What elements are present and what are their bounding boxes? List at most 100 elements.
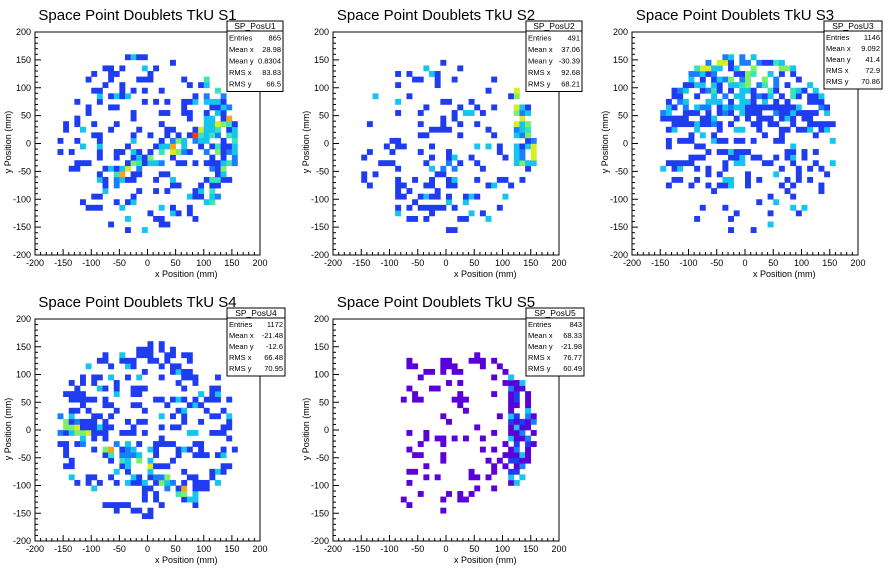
heatmap-bin [716,59,723,66]
heatmap-bin [96,204,103,211]
heatmap-bin [141,430,148,436]
heatmap-bin [136,76,143,83]
heatmap-bin [525,418,532,425]
heatmap-bin [440,435,447,442]
heatmap-bin [108,93,115,100]
heatmap-bin [141,496,148,503]
heatmap-bin [158,374,165,381]
heatmap-bin [722,165,729,172]
heatmap-bin [451,435,458,442]
x-tick-label: -100 [380,258,398,268]
heatmap-bin [412,199,419,206]
heatmap-bin [434,76,441,83]
heatmap-bin [192,160,199,167]
heatmap-bin [192,93,199,100]
heatmap-bin [513,391,520,397]
heatmap-bin [108,374,115,381]
heatmap-bin [733,65,740,72]
heatmap-bin [434,435,441,442]
x-tick-label: 0 [145,544,150,554]
heatmap-bin [412,363,419,370]
heatmap-bin [74,137,81,144]
heatmap-bin [519,385,526,392]
heatmap-bin [186,98,193,105]
heatmap-bin [479,446,486,453]
heatmap-bin [170,346,176,353]
heatmap-bin [215,193,221,200]
heatmap-bin [164,485,171,492]
heatmap-bin [153,65,160,72]
heatmap-bin [665,104,672,111]
heatmap-bin [818,165,825,172]
heatmap-bin [119,149,126,155]
heatmap-bin [778,126,785,133]
x-tick-label: 50 [171,544,181,554]
stats-row-value: 70.95 [264,364,283,373]
y-tick-label: -100 [13,194,31,204]
heatmap-bin [434,71,441,77]
stats-row-value: 28.98 [262,45,281,54]
heatmap-bin [705,165,712,172]
heatmap-bin [767,193,774,200]
heatmap-bin [395,110,402,116]
heatmap-bin [457,396,464,403]
heatmap-bin [158,479,165,486]
heatmap-bin [361,176,368,183]
heatmap-bin [457,104,464,111]
heatmap-bin [226,126,233,133]
heatmap-bin [215,396,221,403]
heatmap-bin [400,182,407,189]
heatmap-bin [220,176,227,183]
heatmap-bin [728,227,734,233]
heatmap-bin [372,93,379,100]
heatmap-bin [153,463,160,470]
heatmap-bin [136,452,143,459]
heatmap-bin [68,424,75,431]
stats-row-label: Mean y [528,57,553,66]
heatmap-bin [231,143,238,150]
heatmap-bin [153,441,160,447]
heatmap-bin [108,424,115,431]
heatmap-bin [119,93,126,100]
heatmap-bin [728,54,734,61]
x-tick-label: -150 [352,544,370,554]
heatmap-bin [130,149,137,155]
heatmap-bin [457,215,464,222]
heatmap-bin [68,413,75,420]
heatmap-bin [125,430,131,436]
heatmap-bin [226,413,233,420]
y-tick-label: -200 [311,250,329,260]
heatmap-bin [694,71,701,77]
heatmap-bin [790,65,797,72]
y-tick-label: -100 [610,194,628,204]
heatmap-bin [147,485,154,492]
heatmap-bin [750,98,757,105]
heatmap-bin [141,352,148,359]
heatmap-bin [395,182,402,189]
heatmap-bin [513,430,520,436]
heatmap-bin [57,149,64,155]
stats-row-value: 68.21 [561,80,580,89]
x-tick-label: 200 [252,258,267,268]
heatmap-bin [85,396,92,403]
heatmap-bin [485,474,492,481]
heatmap-bin [125,160,131,167]
heatmap-bin [231,446,238,453]
heatmap-bin [74,391,81,397]
stats-row-value: 9.092 [861,44,880,53]
heatmap-bin [773,59,780,66]
heatmap-bin [496,176,503,183]
heatmap-bin [85,160,92,167]
heatmap-bin [462,496,469,503]
heatmap-bin [756,121,763,128]
heatmap-bin [136,479,143,486]
heatmap-bin [220,121,227,128]
heatmap-bin [220,93,227,100]
stats-row-label: Mean x [229,331,254,340]
heatmap-bin [756,104,763,111]
heatmap-bin [74,430,81,436]
heatmap-bin [209,132,216,139]
heatmap-bin [198,446,205,453]
y-tick-label: -200 [311,536,329,546]
heatmap-bin [716,182,723,189]
